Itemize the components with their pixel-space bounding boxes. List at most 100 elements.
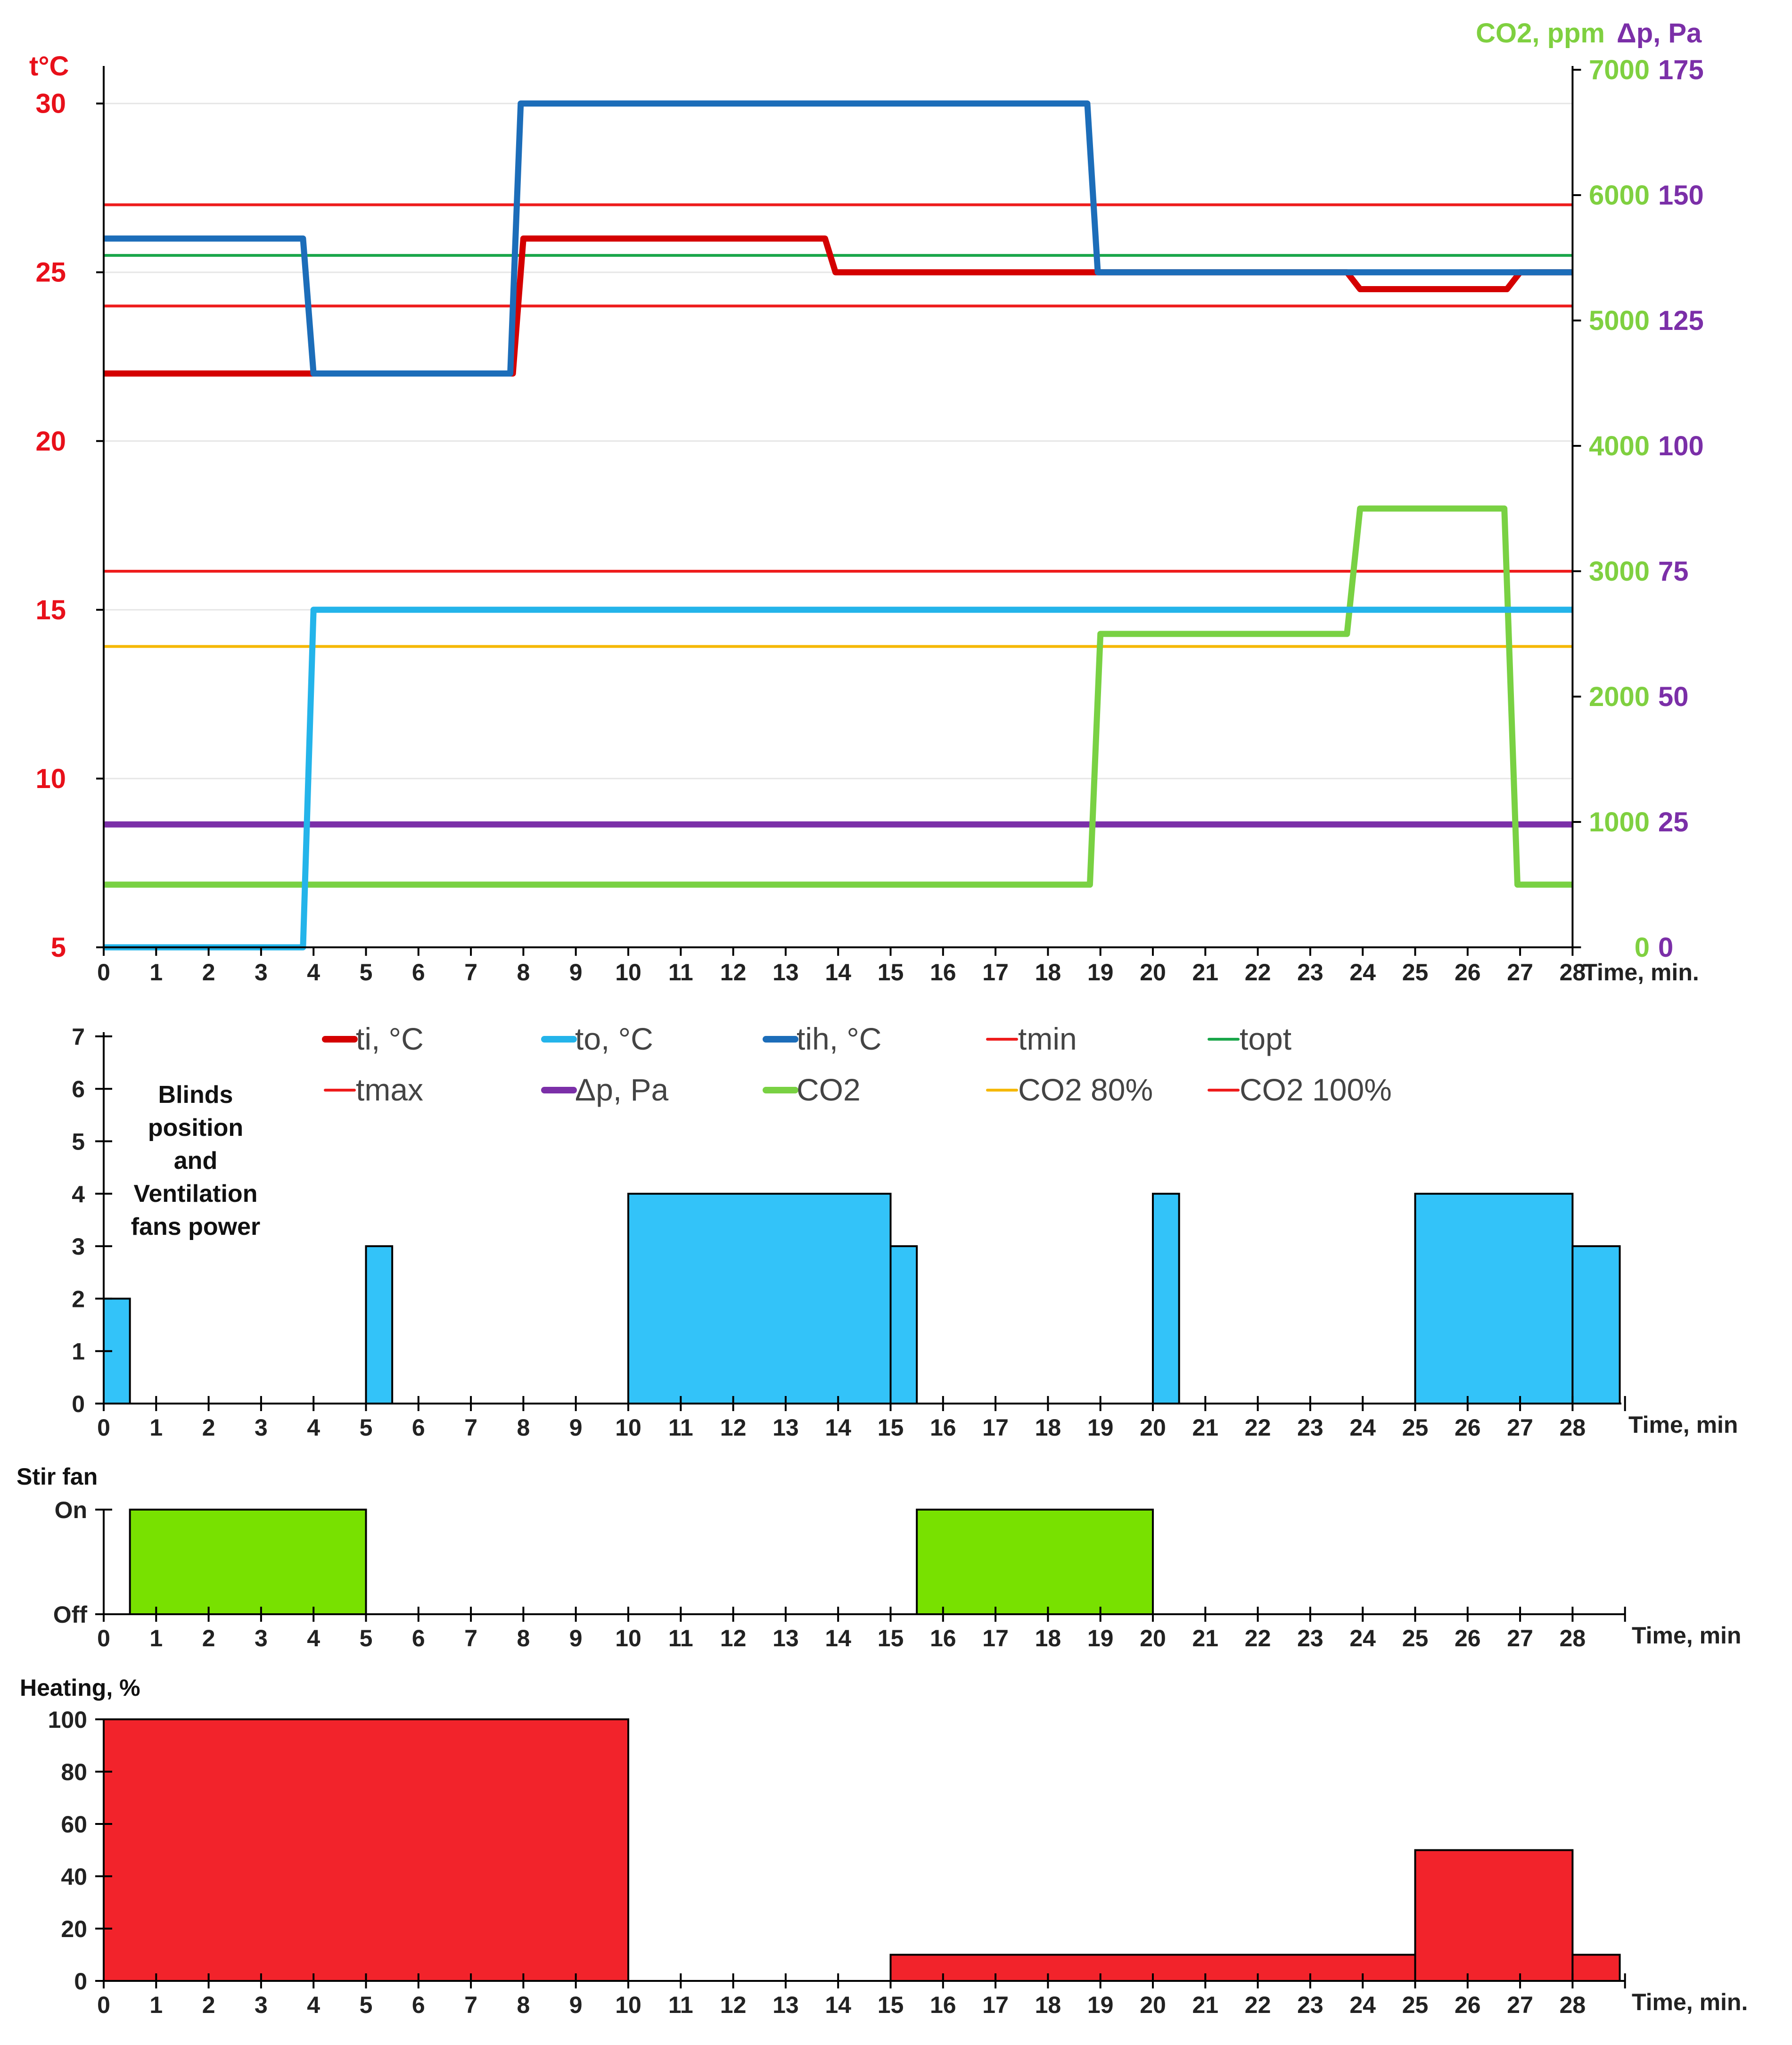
x-tick-label-20: 20 [1140, 959, 1166, 986]
x-tick-label-7: 7 [464, 959, 477, 986]
blinds-x-tick-label-18: 18 [1035, 1414, 1061, 1441]
heating-y-tick-label-0: 0 [74, 1968, 87, 1995]
co2-axis-label: CO2, ppm [1476, 18, 1605, 49]
blinds-x-tick-label-1: 1 [149, 1414, 163, 1441]
heating-x-tick-label-4: 4 [307, 1992, 320, 2018]
x-tick-label-5: 5 [360, 959, 373, 986]
stirfan-x-tick-label-1: 1 [149, 1625, 163, 1651]
stirfan-x-tick-label-4: 4 [307, 1625, 320, 1651]
x-tick-label-28: 28 [1560, 959, 1586, 986]
heating-x-tick-label-18: 18 [1035, 1992, 1061, 2018]
heating-x-tick-label-8: 8 [517, 1992, 530, 2018]
stirfan-x-tick-label-12: 12 [720, 1625, 747, 1651]
blinds-x-tick-label-16: 16 [930, 1414, 956, 1441]
dp-tick-label-100: 100 [1658, 431, 1704, 461]
stirfan-y-tick-label-on: On [55, 1497, 87, 1523]
blinds-title-line-1: position [148, 1114, 243, 1142]
blinds-x-tick-label-2: 2 [202, 1414, 215, 1441]
heating-x-tick-label-19: 19 [1087, 1992, 1114, 2018]
legend-label-tih-c: tih, °C [797, 1021, 881, 1056]
blinds-x-tick-label-12: 12 [720, 1414, 747, 1441]
blinds-x-tick-label-0: 0 [97, 1414, 110, 1441]
legend-label-topt: topt [1240, 1021, 1291, 1056]
blinds-y-tick-label-0: 0 [72, 1391, 85, 1417]
stirfan-x-tick-label-19: 19 [1087, 1625, 1114, 1651]
dp-tick-label-75: 75 [1658, 556, 1689, 587]
blinds-y-tick-label-4: 4 [72, 1181, 85, 1207]
x-tick-label-11: 11 [668, 959, 693, 986]
x-tick-label-2: 2 [202, 959, 215, 986]
co2-tick-label-6000: 6000 [1589, 180, 1650, 211]
left-axis-label: t°C [29, 51, 69, 82]
climate-chart: 0 1 2 3 4 5 6 7 8 9 10 11 12 13 14 15 16 17 18 19 20 21 22 23 24… [29, 18, 1704, 986]
stirfan-x-tick-label-28: 28 [1560, 1625, 1586, 1651]
blinds-x-tick-label-7: 7 [464, 1414, 477, 1441]
blinds-y-tick-label-6: 6 [72, 1076, 85, 1102]
x-tick-label-14: 14 [825, 959, 851, 986]
blinds-x-tick-label-20: 20 [1140, 1414, 1166, 1441]
heating-x-tick-label-20: 20 [1140, 1992, 1166, 2018]
blinds-x-tick-label-23: 23 [1297, 1414, 1323, 1441]
stirfan-x-tick-label-16: 16 [930, 1625, 956, 1651]
blinds-x-tick-label-8: 8 [517, 1414, 530, 1441]
legend-label-tmax: tmax [356, 1072, 423, 1107]
legend-label-co2: CO2 [797, 1072, 861, 1107]
x-tick-label-9: 9 [569, 959, 583, 986]
blinds-x-tick-label-10: 10 [615, 1414, 641, 1441]
co2-tick-label-4000: 4000 [1589, 431, 1650, 461]
blinds-title-line-0: Blinds [158, 1081, 233, 1109]
x-tick-label-4: 4 [307, 959, 320, 986]
blinds-bar-5 [1414, 1192, 1574, 1405]
blinds-x-tick-label-24: 24 [1349, 1414, 1376, 1441]
heating-y-tick-label-100: 100 [48, 1707, 87, 1733]
stir-fan-chart: 0 1 2 3 4 5 6 7 8 9 10 11 12 13 14 15 16 17 18 19 20 21 22 23 24… [16, 1463, 1741, 1651]
stirfan-y-tick-label-off: Off [53, 1602, 88, 1628]
x-tick-label-18: 18 [1035, 959, 1061, 986]
stirfan-x-tick-label-5: 5 [360, 1625, 373, 1651]
heating-title: Heating, % [20, 1675, 140, 1701]
stirfan-x-tick-label-9: 9 [569, 1625, 583, 1651]
legend-label-co2-100: CO2 100% [1240, 1072, 1392, 1107]
climate-legend: ti, °C to, °C tih, °C tmin topt tmax Δp, Pa CO2… [322, 1021, 1392, 1107]
x-tick-label-26: 26 [1455, 959, 1481, 986]
heating-y-tick-label-40: 40 [61, 1864, 87, 1890]
x-tick-label-13: 13 [773, 959, 799, 986]
stirfan-x-tick-label-17: 17 [982, 1625, 1009, 1651]
blinds-x-tick-label-13: 13 [773, 1414, 799, 1441]
heating-x-tick-label-0: 0 [97, 1992, 110, 2018]
co2-tick-label-0: 0 [1635, 932, 1650, 963]
blinds-title-line-3: Ventilation [134, 1180, 258, 1207]
stirfan-x-tick-label-15: 15 [878, 1625, 904, 1651]
stirfan-title: Stir fan [16, 1463, 98, 1490]
blinds-y-tick-label-3: 3 [72, 1233, 85, 1260]
stirfan-x-tick-label-26: 26 [1455, 1625, 1481, 1651]
blinds-x-tick-label-26: 26 [1455, 1414, 1481, 1441]
heating-bar-3 [1571, 1954, 1621, 1982]
left-tick-label-15: 15 [35, 595, 66, 625]
blinds-bar-2 [627, 1192, 892, 1405]
blinds-bar-1 [365, 1245, 394, 1405]
x-tick-label-19: 19 [1087, 959, 1114, 986]
x-axis-label: Time, min. [1583, 959, 1699, 986]
stirfan-x-tick-label-22: 22 [1245, 1625, 1271, 1651]
stirfan-bar-0 [129, 1509, 367, 1615]
x-tick-label-15: 15 [878, 959, 904, 986]
blinds-bar-4 [1152, 1192, 1180, 1405]
x-tick-label-27: 27 [1507, 959, 1533, 986]
dp-axis-label: Δp, Pa [1617, 18, 1702, 49]
co2-tick-label-7000: 7000 [1589, 55, 1650, 85]
stirfan-x-tick-label-25: 25 [1402, 1625, 1429, 1651]
left-tick-label-20: 20 [35, 426, 66, 457]
stirfan-x-tick-label-14: 14 [825, 1625, 851, 1651]
heating-x-tick-label-28: 28 [1560, 1992, 1586, 2018]
blinds-bar-3 [889, 1245, 918, 1405]
heating-x-tick-label-21: 21 [1192, 1992, 1218, 2018]
x-tick-label-6: 6 [412, 959, 425, 986]
stirfan-x-tick-label-2: 2 [202, 1625, 215, 1651]
x-tick-label-17: 17 [982, 959, 1009, 986]
legend-label-p-pa: Δp, Pa [575, 1072, 668, 1107]
stirfan-x-tick-label-10: 10 [615, 1625, 641, 1651]
heating-x-tick-label-22: 22 [1245, 1992, 1271, 2018]
stirfan-x-tick-label-7: 7 [464, 1625, 477, 1651]
heating-x-tick-label-14: 14 [825, 1992, 851, 2018]
